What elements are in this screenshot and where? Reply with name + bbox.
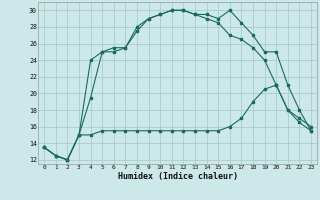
- X-axis label: Humidex (Indice chaleur): Humidex (Indice chaleur): [118, 172, 238, 181]
